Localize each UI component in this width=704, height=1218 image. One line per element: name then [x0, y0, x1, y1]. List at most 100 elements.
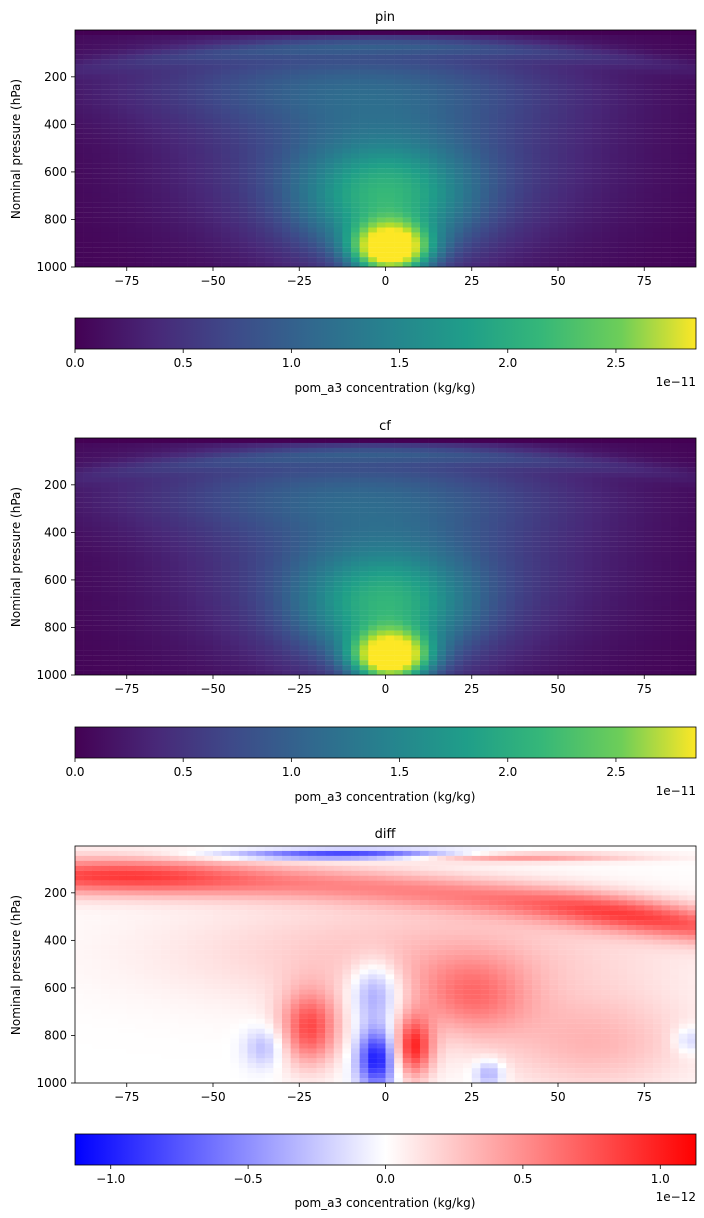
- heatmap-cell: [678, 227, 688, 233]
- heatmap-cell: [592, 178, 602, 184]
- heatmap-cell: [627, 467, 636, 473]
- heatmap-cell: [83, 138, 93, 144]
- heatmap-cell: [247, 49, 257, 55]
- heatmap-cell: [480, 94, 490, 100]
- heatmap-cell: [273, 49, 283, 55]
- heatmap-cell: [247, 39, 257, 45]
- heatmap-cell: [256, 84, 266, 90]
- heatmap-cell: [428, 99, 438, 105]
- heatmap-cell: [566, 477, 576, 483]
- heatmap-cell: [368, 482, 378, 488]
- heatmap-cell: [558, 237, 567, 243]
- heatmap-cell: [195, 222, 205, 228]
- heatmap-cell: [126, 507, 136, 513]
- heatmap-cell: [221, 197, 231, 203]
- heatmap-cell: [489, 54, 498, 60]
- heatmap-cell: [342, 217, 352, 223]
- heatmap-cell: [678, 197, 688, 203]
- heatmap-cell: [480, 34, 490, 40]
- heatmap-cell: [230, 188, 240, 194]
- heatmap-cell: [238, 462, 248, 468]
- heatmap-cell: [143, 457, 153, 463]
- heatmap-cell: [687, 487, 696, 493]
- heatmap-cell: [350, 457, 360, 463]
- heatmap-cell: [592, 227, 602, 233]
- heatmap-cell: [480, 54, 490, 60]
- heatmap-cell: [212, 128, 222, 134]
- heatmap-cell: [428, 462, 438, 468]
- heatmap-cell: [350, 39, 360, 45]
- heatmap-cell: [627, 128, 636, 134]
- heatmap-cell: [118, 467, 128, 473]
- heatmap-cell: [661, 252, 671, 258]
- heatmap-cell: [135, 158, 145, 164]
- heatmap-cell: [437, 79, 447, 85]
- heatmap-cell: [489, 108, 498, 115]
- heatmap-cell: [359, 232, 369, 238]
- heatmap-cell: [687, 452, 696, 458]
- heatmap-cell: [230, 69, 240, 75]
- heatmap-cell: [92, 262, 102, 267]
- heatmap-cell: [350, 192, 360, 198]
- heatmap-cell: [678, 113, 688, 119]
- heatmap-cell: [273, 457, 283, 463]
- heatmap-cell: [506, 438, 516, 444]
- heatmap-cell: [601, 30, 611, 36]
- heatmap-cell: [230, 502, 240, 508]
- heatmap-cell: [247, 257, 257, 263]
- heatmap-cell: [549, 64, 559, 70]
- heatmap-cell: [575, 79, 585, 85]
- heatmap-cell: [281, 173, 291, 179]
- heatmap-cell: [402, 69, 412, 75]
- heatmap-cell: [359, 536, 369, 542]
- heatmap-cell: [195, 212, 205, 218]
- heatmap-cell: [687, 89, 696, 95]
- heatmap-cell: [281, 54, 291, 60]
- heatmap-cell: [247, 99, 257, 105]
- heatmap-cell: [100, 108, 110, 115]
- heatmap-cell: [420, 158, 429, 164]
- heatmap-cell: [523, 54, 533, 60]
- heatmap-cell: [299, 262, 309, 267]
- heatmap-cell: [264, 521, 274, 527]
- heatmap-cell: [618, 497, 628, 503]
- heatmap-cell: [428, 492, 438, 498]
- heatmap-cell: [558, 74, 567, 80]
- heatmap-cell: [644, 531, 654, 537]
- heatmap-cell: [92, 237, 102, 243]
- heatmap-cell: [678, 123, 688, 129]
- heatmap-cell: [376, 54, 386, 60]
- heatmap-cell: [532, 512, 542, 518]
- heatmap-cell: [652, 94, 662, 100]
- heatmap-cell: [454, 69, 464, 75]
- heatmap-cell: [83, 99, 93, 105]
- heatmap-cell: [402, 507, 412, 513]
- heatmap-cell: [411, 242, 421, 248]
- heatmap-cell: [143, 84, 153, 90]
- heatmap-cell: [359, 526, 369, 532]
- heatmap-cell: [368, 521, 378, 527]
- heatmap-cell: [583, 178, 593, 184]
- heatmap-cell: [394, 59, 404, 65]
- heatmap-cell: [558, 168, 567, 174]
- heatmap-cell: [325, 531, 335, 537]
- heatmap-cell: [212, 492, 222, 498]
- heatmap-cell: [256, 113, 266, 119]
- heatmap-cell: [187, 482, 197, 488]
- heatmap-cell: [152, 143, 162, 149]
- heatmap-cell: [428, 457, 438, 463]
- heatmap-cell: [566, 257, 576, 263]
- heatmap-cell: [514, 113, 524, 119]
- heatmap-cell: [230, 526, 240, 532]
- heatmap-cell: [178, 138, 188, 144]
- heatmap-cell: [532, 521, 542, 527]
- heatmap-cell: [376, 183, 386, 189]
- heatmap-cell: [256, 252, 266, 258]
- heatmap-cell: [385, 257, 395, 263]
- heatmap-cell: [652, 202, 662, 208]
- heatmap-cell: [256, 188, 266, 194]
- heatmap-cell: [480, 69, 490, 75]
- heatmap-cell: [212, 108, 222, 115]
- heatmap-cell: [316, 49, 326, 55]
- heatmap-cell: [471, 487, 481, 493]
